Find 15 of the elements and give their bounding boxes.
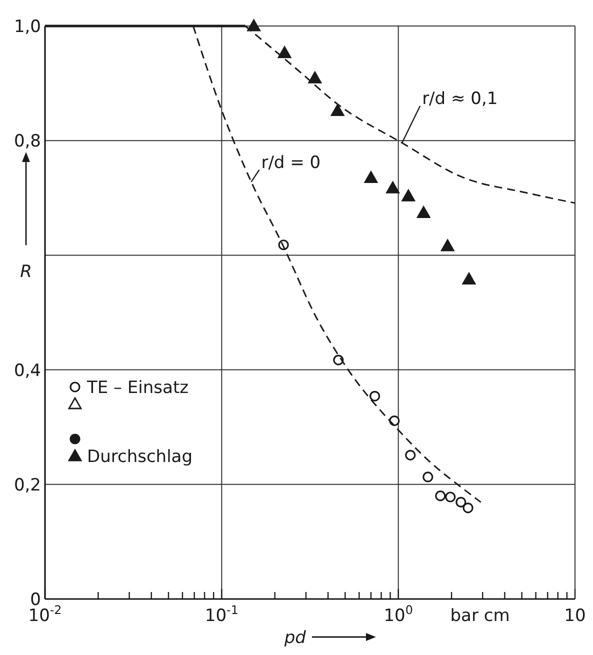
annotation: r/d = 0	[261, 152, 321, 173]
x-tick-label: 10$^{-1}$	[204, 603, 238, 626]
legend-label: TE – Einsatz	[86, 378, 189, 398]
annotation: r/d ≈ 0,1	[422, 88, 498, 109]
y-tick-label: 0	[30, 590, 41, 610]
y-tick-label: 0,4	[14, 360, 41, 381]
legend-label: Durchschlag	[87, 446, 193, 467]
y-tick-label: 1,0	[14, 17, 41, 37]
y-axis-title: R	[20, 262, 32, 282]
text: bar cm	[450, 606, 510, 626]
x-tick-label: 10	[564, 606, 586, 626]
x-axis-title: pd	[283, 628, 306, 648]
x-tick-label: 10$^{0}$	[384, 603, 413, 626]
y-tick-label: 0,8	[14, 132, 41, 152]
y-tick-label: 0,2	[14, 475, 41, 496]
